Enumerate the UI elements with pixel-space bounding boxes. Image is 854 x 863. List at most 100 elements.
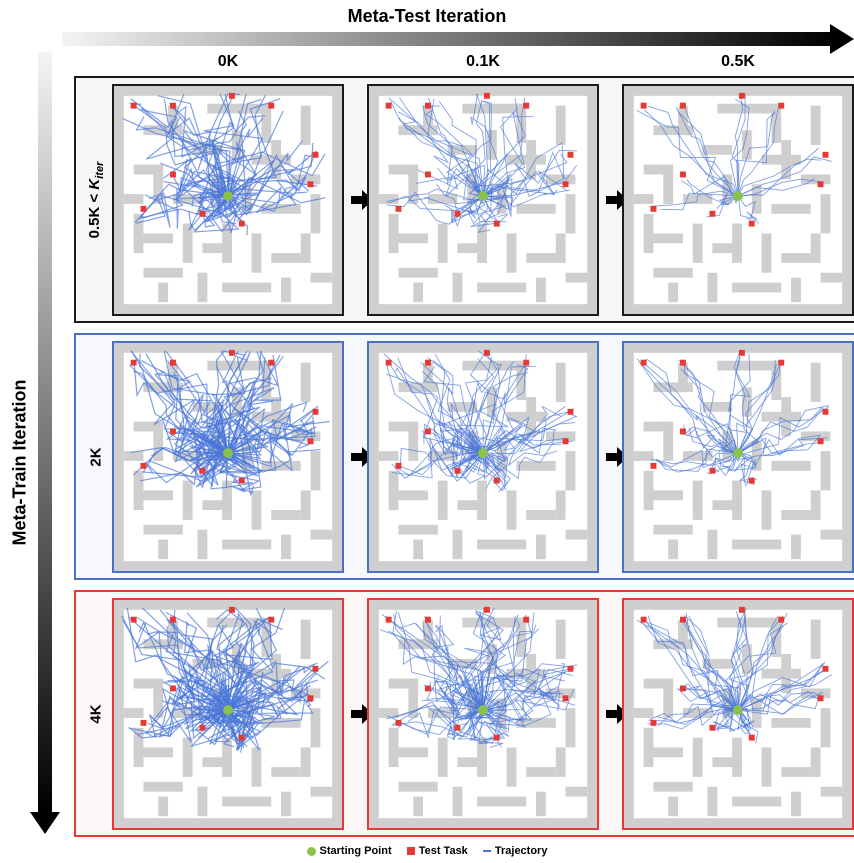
maze-wall [751, 184, 762, 214]
test-task-marker [483, 92, 490, 99]
maze-wall [114, 600, 124, 828]
maze-wall [452, 272, 463, 303]
trajectory-line [482, 440, 573, 480]
meta-train-iteration-title: Meta-Train Iteration [9, 379, 30, 546]
maze-wall [133, 421, 164, 432]
trajectory-line [471, 429, 555, 454]
maze-wall [452, 786, 463, 817]
maze-wall [408, 678, 419, 718]
trajectory-line [420, 362, 484, 454]
trajectory-line [734, 93, 744, 197]
test-task-marker [650, 462, 657, 469]
maze-wall [771, 203, 811, 214]
trajectory-line [227, 350, 264, 460]
trajectory-line [427, 97, 484, 197]
maze-wall [271, 767, 301, 777]
trajectory-line [737, 691, 821, 711]
trajectory-line [446, 689, 495, 738]
test-task-marker [395, 462, 402, 469]
maze-wall [678, 362, 688, 393]
trajectory-line [227, 175, 307, 212]
trajectory-line [482, 149, 577, 197]
maze-wall [369, 600, 597, 610]
maze-wall [251, 747, 262, 787]
trajectory-line [660, 192, 739, 211]
trajectory-line [680, 368, 739, 454]
row-label-4k: 4K [87, 703, 105, 724]
maze-wall [153, 421, 164, 461]
maze-wall [732, 480, 742, 520]
maze-wall [587, 343, 597, 571]
maze-wall [624, 600, 852, 610]
maze-wall [423, 362, 433, 393]
maze-wall [565, 529, 588, 540]
maze-wall [643, 213, 654, 254]
legend-trajectory: Trajectory [482, 845, 547, 857]
trajectory-line [480, 100, 509, 197]
trajectory-line [470, 93, 499, 197]
maze-wall [447, 401, 478, 412]
maze-wall [398, 125, 438, 136]
maze-wall [624, 86, 852, 96]
trajectory-line [227, 117, 264, 197]
maze-plot-r1-c0 [112, 341, 344, 573]
trajectory-line [433, 680, 484, 721]
maze-wall [133, 213, 144, 254]
trajectory-line [737, 156, 832, 197]
down-arrow-icon [30, 812, 60, 834]
trajectory-line [407, 709, 494, 740]
maze-wall [378, 451, 399, 461]
trajectory-line [737, 106, 779, 197]
maze-wall [712, 500, 742, 511]
trajectory-line [210, 427, 254, 490]
legend: Starting Point Test Task Trajectory [0, 845, 854, 857]
maze-wall [408, 421, 419, 461]
trajectory-line [736, 111, 776, 197]
trajectory-line [482, 624, 537, 711]
maze-wall [800, 174, 831, 185]
maze-wall [653, 267, 693, 278]
starting-point-marker [733, 705, 743, 715]
trajectory-line [737, 110, 775, 197]
maze-wall [153, 164, 164, 204]
maze-wall [388, 164, 419, 175]
trajectory-line [190, 430, 234, 472]
trajectory-line [482, 364, 529, 460]
maze-wall [707, 786, 718, 817]
maze-wall [398, 524, 438, 535]
maze-wall [423, 105, 433, 136]
row-label-0.5k: 0.5K < Kiter [86, 161, 106, 238]
test-task-marker [640, 359, 647, 366]
trajectory-line [133, 370, 229, 454]
maze-wall [369, 561, 597, 571]
trajectory-line [731, 93, 746, 197]
maze-wall [810, 747, 821, 777]
maze-wall [555, 362, 566, 402]
maze-wall [842, 600, 852, 828]
trajectory-line [227, 157, 309, 216]
trajectory-line [222, 616, 273, 711]
maze-wall [526, 510, 556, 520]
test-task-marker [312, 151, 319, 158]
trajectory-line [482, 164, 578, 197]
maze-wall [624, 561, 852, 571]
maze-wall [388, 727, 399, 768]
maze-wall [741, 130, 752, 160]
test-task-marker [170, 685, 176, 692]
trajectory-line [399, 447, 484, 479]
trajectory-line [737, 195, 757, 221]
maze-wall [261, 103, 272, 143]
test-task-marker [817, 695, 824, 702]
test-task-marker [454, 724, 461, 731]
test-task-marker [562, 695, 569, 702]
maze-wall [281, 277, 291, 303]
maze-wall [143, 233, 173, 244]
maze-wall [624, 304, 852, 314]
maze-wall [707, 272, 718, 303]
maze-wall [732, 539, 782, 550]
maze-wall [555, 105, 566, 145]
trajectory-line [163, 167, 229, 218]
trajectory-line [470, 709, 506, 744]
maze-wall [398, 382, 438, 393]
maze-wall [741, 387, 752, 417]
